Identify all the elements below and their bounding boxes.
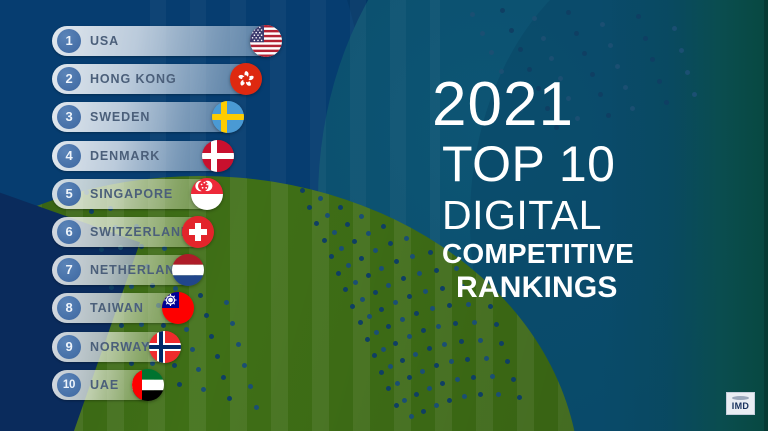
country-label: NORWAY bbox=[90, 339, 151, 354]
ranking-bar bbox=[52, 26, 276, 56]
flag-icon-us bbox=[250, 25, 282, 57]
ranking-row: 10 UAE bbox=[52, 368, 195, 401]
flag-icon-ch bbox=[182, 216, 214, 248]
imd-logo: IMD bbox=[726, 392, 755, 415]
headline-digital: DIGITAL bbox=[442, 192, 602, 238]
flag-icon-tw bbox=[162, 292, 194, 325]
rank-badge: 6 bbox=[57, 220, 81, 244]
background-right-gradient bbox=[600, 0, 768, 431]
country-label: DENMARK bbox=[90, 148, 161, 163]
imd-logo-text: IMD bbox=[731, 401, 750, 411]
ranking-row: 6 SWITZERLAND bbox=[52, 216, 245, 248]
country-label: USA bbox=[90, 34, 120, 48]
country-label: UAE bbox=[90, 377, 120, 392]
headline-top10: TOP 10 bbox=[442, 136, 616, 192]
ranking-row: 4 DENMARK bbox=[52, 139, 264, 172]
country-label: SWITZERLAND bbox=[90, 225, 191, 239]
flag-icon-hk bbox=[230, 63, 262, 96]
ranking-row: 3 SWEDEN bbox=[52, 101, 275, 134]
ranking-row: 9 NORWAY bbox=[52, 330, 212, 363]
ranking-row: 5 SINGAPORE bbox=[52, 177, 254, 210]
ranking-row: 7 NETHERLANDS bbox=[52, 254, 235, 287]
rank-badge: 7 bbox=[57, 258, 81, 283]
rank-badge: 4 bbox=[57, 143, 81, 168]
flag-icon-ae bbox=[132, 368, 164, 401]
ranking-list: 1 USA 2 HONG KONG 3 SWEDEN 4 DENMARK 5 SINGAP… bbox=[52, 25, 316, 401]
rank-badge: 8 bbox=[57, 296, 81, 321]
ranking-row: 1 USA bbox=[52, 25, 316, 57]
headline-year: 2021 bbox=[432, 70, 574, 139]
flag-icon-dk bbox=[202, 139, 234, 172]
right-edge-shadow bbox=[764, 0, 768, 431]
ranking-row: 8 TAIWAN bbox=[52, 292, 225, 325]
ranking-bar bbox=[52, 102, 235, 133]
country-label: SINGAPORE bbox=[90, 186, 174, 201]
country-label: TAIWAN bbox=[90, 301, 144, 316]
ranking-row: 2 HONG KONG bbox=[52, 63, 294, 96]
country-label: SWEDEN bbox=[90, 110, 151, 125]
rank-badge: 9 bbox=[57, 334, 81, 359]
country-label: HONG KONG bbox=[90, 72, 177, 87]
rank-badge: 10 bbox=[57, 372, 81, 397]
headline-rankings: RANKINGS bbox=[456, 271, 618, 304]
flag-icon-nl bbox=[172, 254, 204, 287]
headline-block: 2021 TOP 10 DIGITAL COMPETITIVE RANKINGS bbox=[432, 74, 692, 306]
rank-badge: 3 bbox=[57, 105, 81, 130]
rank-badge: 1 bbox=[57, 29, 81, 53]
headline-competitive: COMPETITIVE bbox=[442, 238, 634, 269]
flag-icon-no bbox=[149, 330, 181, 363]
rank-badge: 5 bbox=[57, 181, 81, 206]
imd-logo-swoosh bbox=[732, 396, 749, 400]
ranking-bar bbox=[52, 64, 254, 95]
flag-icon-sg bbox=[191, 177, 223, 210]
country-label: NETHERLANDS bbox=[90, 263, 195, 278]
rank-badge: 2 bbox=[57, 67, 81, 92]
flag-icon-se bbox=[212, 101, 244, 134]
